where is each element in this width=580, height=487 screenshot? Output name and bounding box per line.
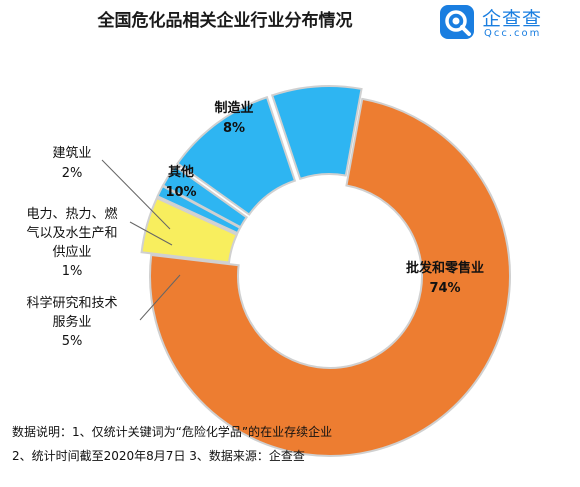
- slice-wholesale: [149, 97, 511, 457]
- note-line-2: 2、统计时间截至2020年8月7日 3、数据来源：企查查: [12, 449, 305, 463]
- label-wholesale-name: 批发和零售业: [406, 260, 484, 276]
- label-science-pct: 5%: [62, 334, 83, 349]
- donut-slices: [140, 85, 511, 457]
- qcc-logo-icon: [440, 5, 474, 39]
- slice-manufacturing: [270, 85, 363, 181]
- data-notes: 数据说明：1、仅统计关键词为“危险化学品”的在业存续企业 2、统计时间截至202…: [12, 420, 332, 468]
- slice-other: [176, 95, 297, 216]
- leader-line-construction: [101, 159, 171, 230]
- slice-construction: [161, 164, 249, 229]
- label-construction-pct: 2%: [62, 166, 83, 181]
- label-other-pct: 10%: [165, 185, 196, 200]
- logo-domain: Qcc.com: [484, 28, 542, 39]
- leader-line-utilities: [129, 221, 173, 246]
- label-other-name: 其他: [168, 164, 194, 180]
- qcc-logo: 企查查 Qcc.com: [440, 4, 570, 44]
- label-utilities-pct: 1%: [62, 264, 83, 279]
- note-line-1: 数据说明：1、仅统计关键词为“危险化学品”的在业存续企业: [12, 425, 333, 439]
- label-wholesale-pct: 74%: [429, 281, 460, 296]
- label-utilities-line2: 气以及水生产和: [26, 225, 117, 241]
- label-manufacturing-pct: 8%: [223, 121, 245, 136]
- logo-name: 企查查: [482, 8, 543, 30]
- label-utilities-line3: 供应业: [52, 244, 91, 260]
- label-utilities-line1: 电力、热力、燃: [26, 206, 117, 222]
- leader-line-science: [139, 274, 181, 321]
- label-science-line1: 科学研究和技术: [26, 295, 117, 311]
- chart-title: 全国危化品相关企业行业分布情况: [97, 11, 353, 31]
- label-manufacturing-name: 制造业: [214, 100, 253, 116]
- slice-science: [140, 196, 239, 264]
- label-science-line2: 服务业: [52, 314, 91, 330]
- label-construction-name: 建筑业: [52, 145, 91, 161]
